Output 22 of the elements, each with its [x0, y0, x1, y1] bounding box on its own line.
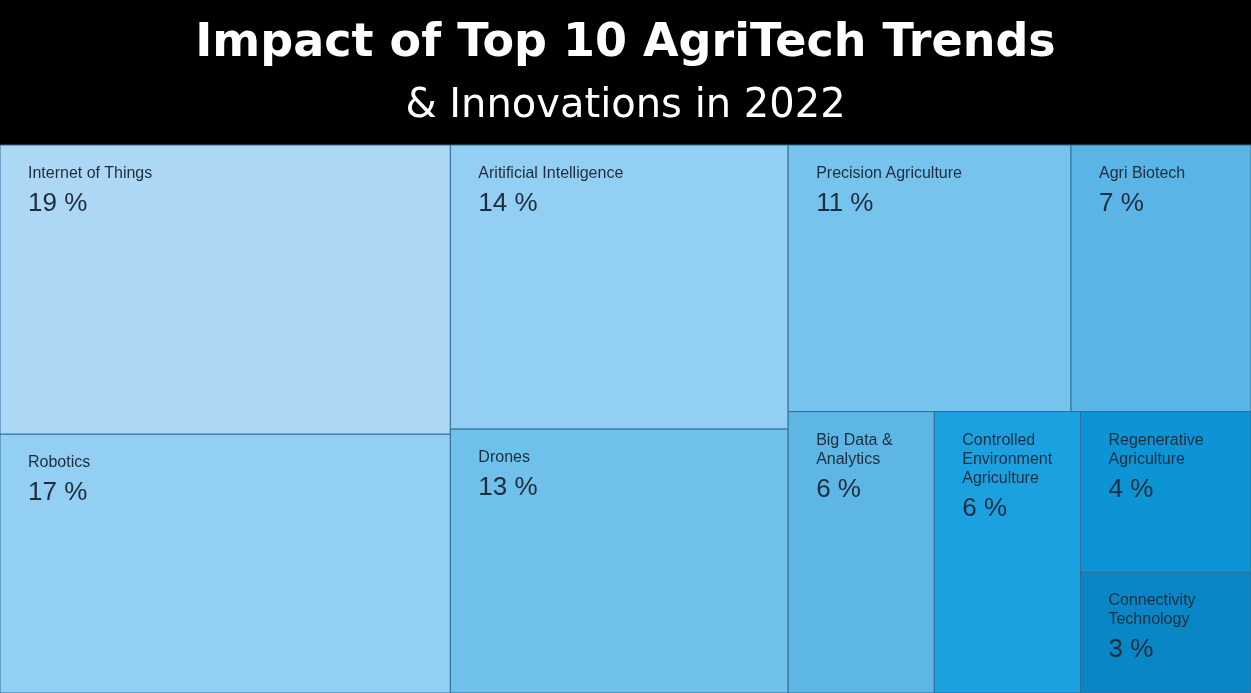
data-label: 7 %: [1098, 187, 1144, 217]
data-label: 14 %: [478, 187, 538, 217]
category-label: Agri Biotech: [1098, 164, 1186, 181]
category-label: Controlled Environment Agriculture: [962, 430, 1053, 486]
category-label: Regenerative Agriculture: [1108, 430, 1204, 467]
data-label: 13 %: [478, 471, 538, 502]
text: Impact of Top 10 AgriTech Trends: [195, 13, 1056, 67]
data-label: 17 %: [28, 476, 88, 507]
category-label: Precision Agriculture: [816, 164, 963, 181]
category-label: Connectivity Technology: [1108, 591, 1196, 628]
data-label: 6 %: [816, 472, 861, 503]
text: & Innovations in 2022: [405, 80, 846, 126]
data-label: 19 %: [28, 187, 88, 217]
data-label: 6 %: [962, 491, 1008, 522]
data-label: 4 %: [1108, 472, 1154, 503]
category-label: Robotics: [28, 453, 91, 471]
category-label: Internet of Things: [28, 164, 153, 181]
data-label: 11 %: [816, 187, 874, 217]
category-label: Drones: [478, 448, 530, 466]
category-label: Big Data & Analytics: [816, 430, 893, 467]
data-label: 3 %: [1108, 633, 1154, 664]
category-label: Aritificial Intelligence: [478, 164, 624, 181]
